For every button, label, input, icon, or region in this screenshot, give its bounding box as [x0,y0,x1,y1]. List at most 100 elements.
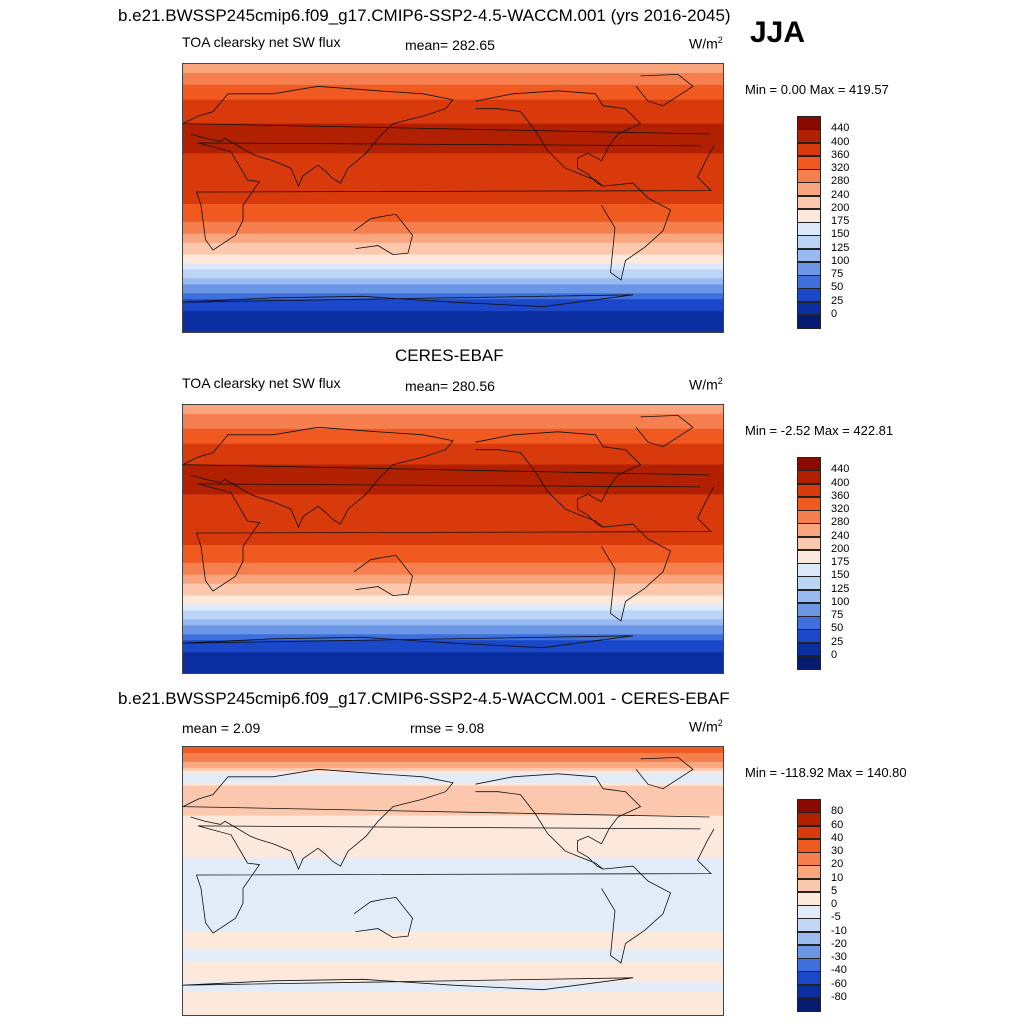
map-band [183,524,723,528]
map-band [183,652,723,656]
map-band [183,521,723,525]
colorbar-tick-label: 360 [831,489,850,502]
map-band [183,518,723,522]
map-band [183,416,723,421]
coastline [183,977,634,991]
map-band [183,800,723,805]
colorbar-cell [797,235,821,249]
map-band [183,257,723,262]
coastline [195,142,715,251]
map-band [183,586,723,591]
colorbar-cell [797,314,821,329]
map-band [183,661,723,665]
colorbar-tick-label: 100 [831,595,850,608]
colorbar-tick-label: 360 [831,148,850,161]
map-band [183,622,723,626]
colorbar-tick-label: 320 [831,162,850,174]
colorbar-tick-label: -30 [831,951,847,963]
map-band [183,212,723,217]
colorbar-cell [797,905,821,919]
colorbar-cell [797,629,821,643]
map-band [183,875,723,879]
map-band [183,967,723,971]
panel-2-title: CERES-EBAF [395,346,504,365]
map-band [183,836,723,840]
map-band [183,239,723,244]
map-band [183,263,723,268]
panel-3-unit-label: W/m2 [689,718,723,735]
map-band [183,69,723,74]
map-band [183,320,723,324]
map-band [183,72,723,77]
colorbar-tick-label: 280 [831,516,850,529]
map-band [183,266,723,271]
map-band [183,770,723,775]
map-band [183,66,723,71]
map-band [183,87,723,92]
map-band [183,866,723,870]
map-band [183,842,723,846]
colorbar-cell [797,523,821,537]
colorbar-tick-label: 200 [831,201,850,214]
map-band [183,1009,723,1013]
coastline [183,635,634,649]
map-band [183,821,723,826]
panel-1-unit-label: W/m2 [689,35,723,52]
map-band [183,946,723,951]
map-band [183,455,723,460]
map-band [183,752,723,757]
colorbar-tick-label: 5 [831,884,838,897]
map-band [183,299,723,303]
colorbar-cell [797,457,821,471]
map-band [183,812,723,817]
panel-1-mean-label: mean= 282.65 [405,37,495,53]
map-band [183,171,723,175]
map-band [183,610,723,615]
map-band [183,955,723,960]
map-band [183,275,723,279]
colorbar-tick-label: -80 [831,990,847,1003]
map-band [183,449,723,454]
map-band [183,907,723,912]
map-band [183,497,723,501]
map-band [183,215,723,220]
map-band [183,485,723,489]
map-band [183,883,723,888]
map-band [183,839,723,843]
colorbar-tick-label: 25 [831,294,844,307]
map-band [183,592,723,597]
map-band [183,491,723,495]
colorbar-tick-label: 40 [831,831,844,844]
map-band [183,138,723,143]
map-band [183,293,723,297]
map-band [183,419,723,424]
map-band [183,803,723,808]
map-band [183,236,723,241]
map-band [183,604,723,609]
map-band [183,898,723,903]
colorbar-tick-label: 50 [831,281,844,294]
colorbar-tick-label: 400 [831,135,850,148]
map-band [183,595,723,600]
map-band [183,806,723,811]
map-band [183,422,723,427]
map-band [183,640,723,644]
colorbar-cell [797,799,821,813]
map-band [183,749,723,754]
colorbar-tick-label: 175 [831,215,850,227]
map-band [183,287,723,291]
map-band [183,886,723,891]
map-band [183,527,723,531]
map-band [183,869,723,873]
map-band [183,901,723,906]
colorbar-tick-label: -40 [831,964,847,977]
colorbar-cell [797,248,821,263]
map-band [183,565,723,570]
map-band [183,541,723,546]
panel-3-minmax: Min = -118.92 Max = 140.80 [745,765,907,780]
map-band [183,646,723,650]
map-band [183,105,723,110]
colorbar-tick-label: 30 [831,845,844,857]
colorbar-tick-label: -20 [831,937,847,950]
colorbar-tick-label: 125 [831,241,850,254]
